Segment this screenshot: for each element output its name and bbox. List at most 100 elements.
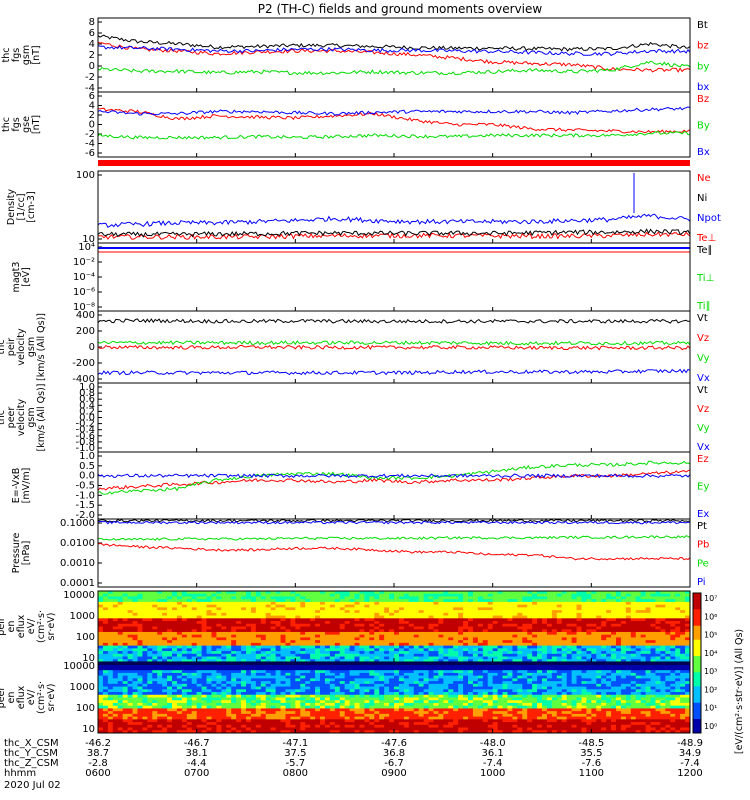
spectrogram-cell: [162, 596, 168, 600]
spectrogram-cell: [329, 694, 336, 698]
spectrogram-cell: [285, 653, 291, 657]
spectrogram-cell: [596, 651, 602, 655]
spectrogram-cell: [181, 664, 188, 668]
spectrogram-cell: [418, 648, 424, 652]
spectrogram-cell: [107, 607, 114, 611]
spectrogram-cell: [275, 607, 281, 611]
spectrogram-cell: [305, 694, 311, 698]
spectrogram-cell: [132, 670, 138, 674]
spectrogram-cell: [186, 653, 193, 657]
spectrogram-cell: [132, 618, 138, 622]
spectrogram-cell: [492, 604, 498, 608]
spectrogram-cell: [315, 697, 321, 701]
spectrogram-cell: [576, 675, 582, 679]
spectrogram-cell: [517, 692, 523, 696]
spectrogram-cell: [675, 629, 681, 633]
spectrogram-cell: [620, 601, 627, 606]
spectrogram-cell: [211, 621, 217, 625]
spectrogram-cell: [295, 618, 301, 622]
spectrogram-cell: [630, 591, 637, 595]
spectrogram-cell: [102, 591, 109, 595]
spectrogram-cell: [132, 621, 138, 625]
spectrogram-cell: [443, 623, 449, 627]
spectrogram-cell: [650, 667, 656, 671]
spectrogram-cell: [285, 607, 291, 611]
spectrogram-cell: [685, 664, 691, 668]
spectrogram-cell: [448, 659, 454, 663]
spectrogram-cell: [270, 645, 276, 649]
spectrogram-cell: [300, 664, 306, 668]
spectrogram-cell: [482, 656, 489, 660]
spectrogram-cell: [650, 626, 656, 630]
spectrogram-cell: [640, 634, 646, 638]
spectrogram-cell: [270, 667, 276, 671]
spectrogram-cell: [132, 659, 138, 663]
spectrogram-cell: [295, 634, 301, 638]
spectrogram-cell: [364, 670, 370, 674]
y-axis-label: thcpeirvelocitygsm[km/s (All Qs)]: [0, 313, 47, 381]
spectrogram-cell: [305, 667, 311, 671]
spectrogram-cell: [216, 610, 222, 614]
spectrogram-cell: [275, 659, 281, 663]
spectrogram-cell: [147, 629, 153, 633]
spectrogram-cell: [374, 593, 380, 597]
spectrogram-cell: [344, 683, 350, 687]
spectrogram-cell: [324, 623, 331, 627]
spectrogram-cell: [334, 675, 341, 679]
spectrogram-cell: [270, 640, 276, 644]
spectrogram-cell: [532, 593, 538, 597]
spectrogram-cell: [117, 599, 124, 603]
spectrogram-cell: [389, 664, 395, 668]
spectrogram-cell: [468, 631, 474, 636]
spectrogram-cell: [556, 596, 563, 600]
spectrogram-cell: [551, 631, 558, 636]
spectrogram-cell: [359, 626, 365, 630]
spectrogram-cell: [339, 653, 346, 657]
y-tick-label: 10000: [63, 590, 95, 601]
spectrogram-cell: [324, 653, 331, 657]
spectrogram-cell: [196, 675, 202, 679]
spectrogram-cell: [320, 599, 326, 603]
spectrogram-cell: [300, 672, 306, 677]
spectrogram-cell: [542, 601, 548, 606]
spectrogram-cell: [260, 689, 267, 693]
series-line-bz: [97, 41, 691, 73]
spectrogram-cell: [596, 675, 602, 679]
spectrogram-cell: [586, 618, 592, 622]
spectrogram-cell: [310, 642, 316, 647]
spectrogram-cell: [522, 664, 528, 668]
spectrogram-cell: [206, 612, 212, 616]
spectrogram-cell: [186, 634, 193, 638]
spectrogram-cell: [102, 626, 109, 630]
spectrogram-cell: [472, 623, 479, 627]
spectrogram-cell: [408, 631, 415, 636]
spectrogram-cell: [300, 648, 306, 652]
spectrogram-cell: [142, 601, 148, 606]
spectrogram-cell: [477, 664, 484, 668]
spectrogram-cell: [660, 626, 666, 630]
spectrogram-cell: [324, 626, 331, 630]
spectrogram-cell: [102, 623, 109, 627]
spectrogram-cell: [620, 626, 627, 630]
spectrogram-cell: [680, 640, 686, 644]
spectrogram-cell: [260, 631, 267, 636]
spectrogram-cell: [374, 621, 380, 625]
spectrogram-cell: [226, 656, 232, 660]
spectrogram-cell: [176, 621, 183, 625]
spectrogram-cell: [186, 604, 193, 608]
spectrogram-cell: [448, 591, 454, 595]
spectrogram-cell: [408, 621, 415, 625]
spectrogram-cell: [374, 626, 380, 630]
spectrogram-cell: [167, 604, 173, 608]
spectrogram-cell: [181, 681, 188, 685]
spectrogram-cell: [625, 610, 632, 614]
y-tick-label: 0.6: [79, 394, 95, 405]
spectrogram-cell: [265, 645, 272, 649]
spectrogram-cell: [576, 678, 582, 682]
spectrogram-cell: [675, 689, 681, 693]
spectrogram-cell: [127, 642, 133, 647]
spectrogram-cell: [680, 681, 686, 685]
spectrogram-cell: [324, 629, 331, 633]
spectrogram-cell: [423, 612, 429, 616]
spectrogram-cell: [275, 683, 281, 687]
